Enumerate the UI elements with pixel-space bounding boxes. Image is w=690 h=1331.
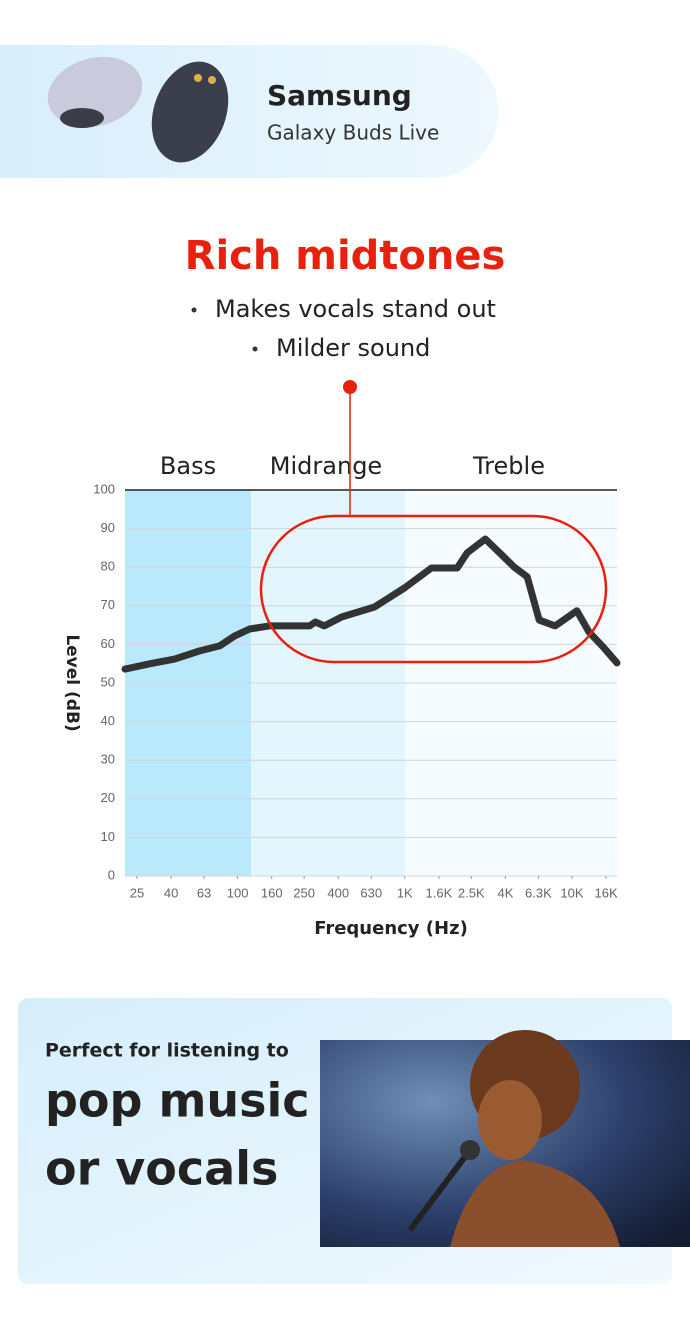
x-tick-label: 25 [130,885,144,900]
y-tick-label: 20 [101,790,115,805]
band-label: Midrange [270,452,382,480]
x-tick-label: 10K [560,885,583,900]
band-label: Bass [160,452,216,480]
x-tick-label: 160 [261,885,283,900]
y-tick-label: 50 [101,674,115,689]
y-axis-label: Level (dB) [62,634,82,731]
x-tick-label: 63 [197,885,211,900]
callout-dot [343,380,357,394]
x-axis-label: Frequency (Hz) [314,918,468,939]
x-tick-label: 400 [327,885,349,900]
headline: Rich midtones [185,233,506,279]
footer-line: pop music [45,1074,310,1128]
x-tick-label: 4K [497,885,513,900]
bullet-dot [191,307,197,313]
response-line [121,535,621,673]
y-tick-label: 0 [108,867,115,882]
y-tick-label: 80 [101,559,115,574]
x-tick-label: 40 [164,885,178,900]
earbuds-image [47,56,229,163]
x-tick-label: 1K [397,885,413,900]
singer-photo [320,1030,690,1247]
y-tick-label: 70 [101,597,115,612]
footer-lead: Perfect for listening to [45,1040,289,1062]
x-tick-label: 1.6K [426,885,453,900]
y-tick-label: 90 [101,520,115,535]
brand: Samsung [267,79,412,112]
x-tick-label: 250 [293,885,315,900]
y-tick-label: 100 [93,481,115,496]
x-tick-label: 100 [227,885,249,900]
chart: Bass Midrange Treble 0 10 20 30 40 50 60 70 80 90 100… [62,380,621,939]
y-tick-label: 60 [101,636,115,651]
x-tick-label: 6.3K [525,885,552,900]
y-tick-label: 10 [101,829,115,844]
x-tick-label: 630 [360,885,382,900]
x-tick-label: 2.5K [458,885,485,900]
bullet: Makes vocals stand out [215,295,496,323]
band-label: Treble [472,452,545,480]
y-tick-label: 40 [101,713,115,728]
highlight-ring [259,514,608,664]
x-tick-label: 16K [594,885,617,900]
y-tick-label: 30 [101,752,115,767]
bullet: Milder sound [276,334,430,362]
bullet-dot [252,346,258,352]
model: Galaxy Buds Live [267,121,439,145]
footer-line: or vocals [45,1142,278,1196]
